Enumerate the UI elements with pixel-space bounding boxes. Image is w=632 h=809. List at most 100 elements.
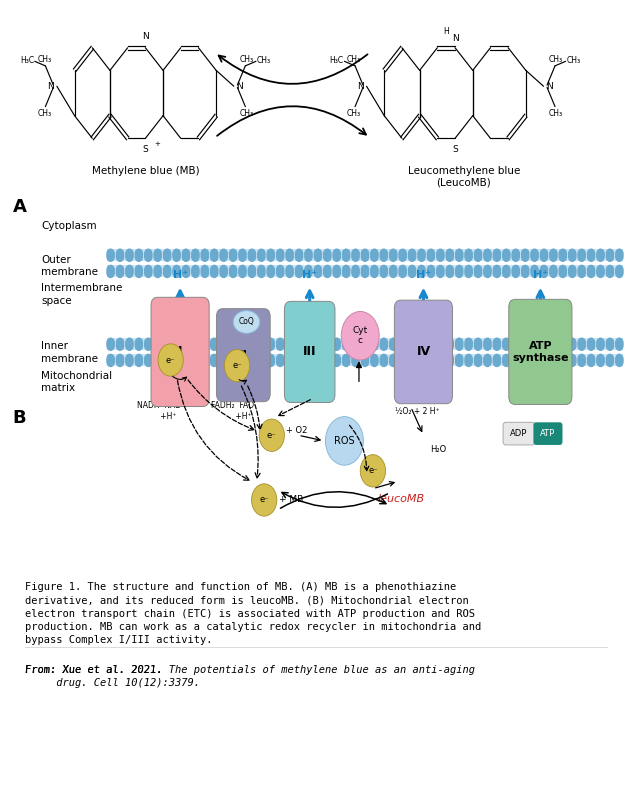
- Text: N: N: [452, 34, 458, 43]
- Circle shape: [418, 269, 425, 277]
- Text: Outer
membrane: Outer membrane: [41, 255, 98, 277]
- Text: N: N: [357, 82, 364, 91]
- Circle shape: [267, 354, 274, 363]
- Circle shape: [540, 354, 547, 363]
- Circle shape: [502, 265, 510, 274]
- Circle shape: [380, 269, 387, 277]
- Circle shape: [408, 252, 416, 261]
- Circle shape: [540, 358, 547, 366]
- Text: Cyt
c: Cyt c: [353, 326, 368, 345]
- Circle shape: [550, 338, 557, 347]
- Circle shape: [399, 338, 406, 347]
- Text: Cytoplasm: Cytoplasm: [41, 221, 97, 231]
- Circle shape: [484, 249, 491, 258]
- Circle shape: [578, 249, 585, 258]
- Circle shape: [540, 269, 547, 277]
- Circle shape: [531, 341, 538, 350]
- Circle shape: [437, 341, 444, 350]
- Circle shape: [135, 265, 142, 274]
- Circle shape: [333, 252, 340, 261]
- Circle shape: [578, 338, 585, 347]
- Circle shape: [305, 249, 312, 258]
- Circle shape: [173, 354, 180, 363]
- Circle shape: [606, 338, 614, 347]
- Circle shape: [107, 269, 114, 277]
- Text: Leucomethylene blue
(LeucoMB): Leucomethylene blue (LeucoMB): [408, 166, 520, 187]
- Circle shape: [286, 265, 293, 274]
- Circle shape: [220, 341, 228, 350]
- FancyBboxPatch shape: [394, 300, 453, 404]
- Circle shape: [512, 249, 520, 258]
- Circle shape: [173, 265, 180, 274]
- Circle shape: [258, 354, 265, 363]
- Circle shape: [259, 419, 284, 451]
- Circle shape: [116, 252, 124, 261]
- Text: ATP
synthase: ATP synthase: [512, 341, 569, 362]
- Circle shape: [210, 252, 218, 261]
- Circle shape: [248, 354, 255, 363]
- Circle shape: [540, 249, 547, 258]
- Circle shape: [475, 338, 482, 347]
- Circle shape: [362, 358, 368, 366]
- Circle shape: [418, 249, 425, 258]
- Circle shape: [531, 354, 538, 363]
- Circle shape: [239, 252, 246, 261]
- Circle shape: [277, 338, 284, 347]
- Circle shape: [229, 338, 236, 347]
- Circle shape: [456, 341, 463, 350]
- Text: e⁻: e⁻: [166, 355, 176, 365]
- Circle shape: [446, 269, 453, 277]
- Circle shape: [380, 358, 387, 366]
- Circle shape: [418, 341, 425, 350]
- Circle shape: [588, 269, 595, 277]
- Text: From: Xue et al. 2021. The potentials of methylene blue as an anti-aging
     dr: From: Xue et al. 2021. The potentials of…: [25, 665, 475, 688]
- Circle shape: [399, 341, 406, 350]
- Circle shape: [295, 249, 303, 258]
- Circle shape: [324, 338, 331, 347]
- Circle shape: [559, 252, 566, 261]
- Text: CH₃: CH₃: [37, 109, 52, 118]
- Circle shape: [248, 341, 255, 350]
- FancyBboxPatch shape: [533, 422, 562, 445]
- Circle shape: [116, 358, 124, 366]
- Circle shape: [145, 341, 152, 350]
- Circle shape: [145, 252, 152, 261]
- Circle shape: [408, 354, 416, 363]
- Circle shape: [616, 269, 623, 277]
- Circle shape: [531, 252, 538, 261]
- Text: N: N: [236, 82, 243, 91]
- Circle shape: [362, 269, 368, 277]
- Text: Inner
membrane: Inner membrane: [41, 341, 98, 364]
- Circle shape: [531, 265, 538, 274]
- Circle shape: [173, 249, 180, 258]
- Circle shape: [107, 358, 114, 366]
- Circle shape: [258, 358, 265, 366]
- Circle shape: [465, 354, 472, 363]
- Text: N: N: [142, 32, 149, 41]
- FancyArrowPatch shape: [349, 426, 369, 471]
- Circle shape: [550, 358, 557, 366]
- Circle shape: [248, 358, 255, 366]
- Circle shape: [220, 338, 228, 347]
- Circle shape: [286, 354, 293, 363]
- Circle shape: [427, 265, 435, 274]
- Circle shape: [267, 341, 274, 350]
- Circle shape: [502, 338, 510, 347]
- Circle shape: [465, 265, 472, 274]
- Text: H⁺: H⁺: [173, 270, 188, 280]
- Circle shape: [286, 249, 293, 258]
- Circle shape: [295, 358, 303, 366]
- Circle shape: [173, 252, 180, 261]
- Circle shape: [475, 265, 482, 274]
- Circle shape: [616, 265, 623, 274]
- Circle shape: [277, 358, 284, 366]
- Circle shape: [135, 358, 142, 366]
- Circle shape: [277, 249, 284, 258]
- Circle shape: [135, 341, 142, 350]
- Circle shape: [408, 269, 416, 277]
- Circle shape: [371, 252, 378, 261]
- Text: N: N: [47, 82, 54, 91]
- Circle shape: [183, 354, 190, 363]
- Circle shape: [164, 338, 171, 347]
- Circle shape: [475, 269, 482, 277]
